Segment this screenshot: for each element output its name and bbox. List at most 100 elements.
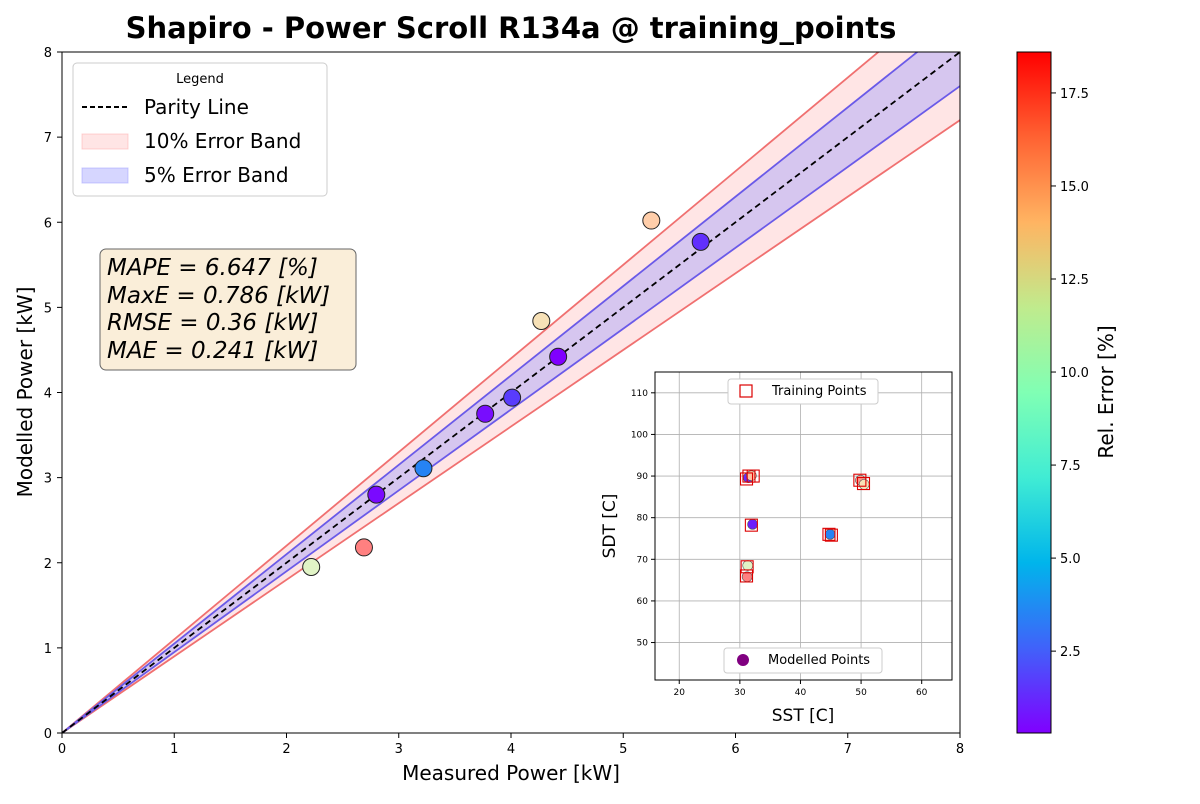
legend-5pct-swatch [81,167,129,184]
main-point-1 [302,558,321,577]
inset-y-tick-label-70: 70 [637,555,649,565]
main-point-2 [354,538,373,557]
x-tick-label-1: 1 [170,742,178,757]
inset-background [655,372,952,680]
colorbar-tick-label-2.5: 2.5 [1060,645,1081,660]
legend-10pct-label: 10% Error Band [144,129,301,153]
band-5pct-upper-line [62,52,919,733]
colorbar-tick-label-5.0: 5.0 [1060,552,1081,567]
main-point-8 [549,347,568,366]
colorbar-tick-label-7.5: 7.5 [1060,459,1081,474]
main-point-7 [532,311,551,330]
main-point-4 [414,459,433,478]
legend-title: Legend [176,72,224,87]
colorbar-tick-label-17.5: 17.5 [1060,87,1089,102]
metric-rmse: RMSE = 0.36 [kW] [107,310,318,336]
x-tick-label-4: 4 [507,742,515,757]
legend: Legend Parity Line 10% Error Band 5% Err… [72,62,328,197]
x-axis-label: Measured Power [kW] [402,761,620,785]
inset-modelled-point-4 [742,560,754,571]
inset-training-point-3 [746,469,760,483]
inset-training-point-4 [744,518,758,532]
legend-box [72,62,328,197]
colorbar-ticks: 2.5 5.0 7.5 10.0 12.5 15.0 17.5 [1051,87,1089,660]
parity-line [62,52,960,733]
inset-y-label: SDT [C] [600,494,620,559]
legend-10pct-swatch [81,133,129,150]
x-tick-label-2: 2 [282,742,290,757]
y-tick-label-0: 0 [44,727,52,742]
main-scatter-points [302,211,710,577]
colorbar-tick-label-12.5: 12.5 [1060,273,1089,288]
metric-maxe: MaxE = 0.786 [kW] [107,283,330,309]
main-point-3 [367,485,386,504]
colorbar-label: Rel. Error [%] [1094,325,1118,458]
colorbar-gradient [1016,51,1052,734]
inset-y-tick-label-110: 110 [631,389,648,399]
inset-training-point-7 [822,527,836,541]
metrics-box: MAPE = 6.647 [%] MaxE = 0.786 [kW] RMSE … [99,248,357,371]
y-tick-label-5: 5 [44,301,52,316]
inset-modelled-point-6 [824,529,836,540]
main-point-9 [642,211,661,230]
inset-training-point-8 [824,528,838,542]
inset-y-tick-label-100: 100 [631,430,648,440]
y-tick-label-3: 3 [44,472,52,487]
y-axis-label: Modelled Power [kW] [13,287,37,498]
band-5pct-lower-line [62,84,960,733]
y-tick-label-6: 6 [44,216,52,231]
inset-x-tick-label-40: 40 [795,688,807,698]
x-tick-label-3: 3 [395,742,403,757]
colorbar: 2.5 5.0 7.5 10.0 12.5 15.0 17.5 Rel. Error [%] [1016,51,1118,734]
inset-ticks: 20 30 40 50 60 50 60 70 80 90 100 110 [631,389,928,698]
inset-x-tick-label-60: 60 [916,688,928,698]
inset-legend-modelled-box [723,647,883,674]
inset-training-point-9 [853,473,867,487]
y-axis-ticks: 0 1 2 3 4 5 6 7 8 [44,46,62,742]
inset-legend-modelled-swatch [737,654,749,666]
metrics-background [99,248,357,371]
inset-legend-training-swatch [739,384,753,398]
inset-x-tick-label-50: 50 [855,688,867,698]
inset-training-point-5 [740,560,754,574]
legend-parity-label: Parity Line [144,95,249,119]
inset-training-point-1 [739,472,754,486]
x-axis-ticks: 0 1 2 3 4 5 6 7 8 [58,733,964,757]
inset-y-tick-label-90: 90 [637,472,649,482]
inset-y-tick-label-60: 60 [637,597,649,607]
inset-legend-modelled-label: Modelled Points [768,653,870,668]
x-tick-label-6: 6 [731,742,739,757]
colorbar-tick-label-15.0: 15.0 [1060,180,1089,195]
inset-y-tick-label-80: 80 [637,514,649,524]
metric-mae: MAE = 0.241 [kW] [107,338,318,364]
y-tick-label-7: 7 [44,131,52,146]
y-tick-label-2: 2 [44,557,52,572]
y-tick-label-1: 1 [44,642,52,657]
inset-modelled-point-8 [858,479,870,490]
y-tick-label-4: 4 [44,387,52,402]
inset-points [739,469,871,583]
inset-plot: 20 30 40 50 60 50 60 70 80 90 100 110 Training Poin… [600,371,953,726]
inset-legend-training-box [727,378,879,405]
metric-mape: MAPE = 6.647 [%] [107,255,318,281]
x-tick-label-0: 0 [58,742,66,757]
main-point-5 [476,404,495,423]
x-tick-label-7: 7 [844,742,852,757]
y-tick-label-8: 8 [44,46,52,61]
inset-frame [654,371,953,681]
inset-y-tick-label-50: 50 [637,639,649,649]
band-10pct-upper-line [62,52,880,733]
inset-training-point-10 [856,476,871,491]
colorbar-tick-label-10.0: 10.0 [1060,366,1089,381]
inset-x-tick-label-30: 30 [734,688,746,698]
main-point-10 [691,232,710,251]
band-10pct-lower-line [62,119,960,733]
inset-x-tick-label-20: 20 [674,688,686,698]
chart-title: Shapiro - Power Scroll R134a @ training_… [126,11,897,45]
legend-5pct-label: 5% Error Band [144,163,289,187]
inset-legend-training-label: Training Points [771,384,867,399]
inset-training-point-6 [739,569,754,583]
inset-modelled-point-3 [747,519,758,530]
x-tick-label-5: 5 [619,742,627,757]
